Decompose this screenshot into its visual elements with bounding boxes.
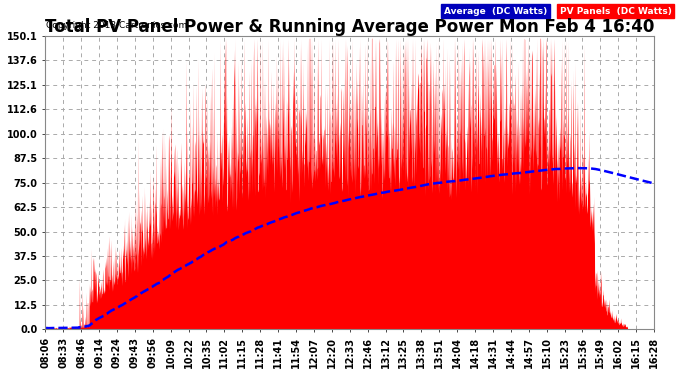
Text: Copyright 2013 Cartronics.com: Copyright 2013 Cartronics.com <box>46 21 187 30</box>
Text: PV Panels  (DC Watts): PV Panels (DC Watts) <box>560 6 671 15</box>
Text: Average  (DC Watts): Average (DC Watts) <box>444 6 547 15</box>
Title: Total PV Panel Power & Running Average Power Mon Feb 4 16:40: Total PV Panel Power & Running Average P… <box>45 18 654 36</box>
